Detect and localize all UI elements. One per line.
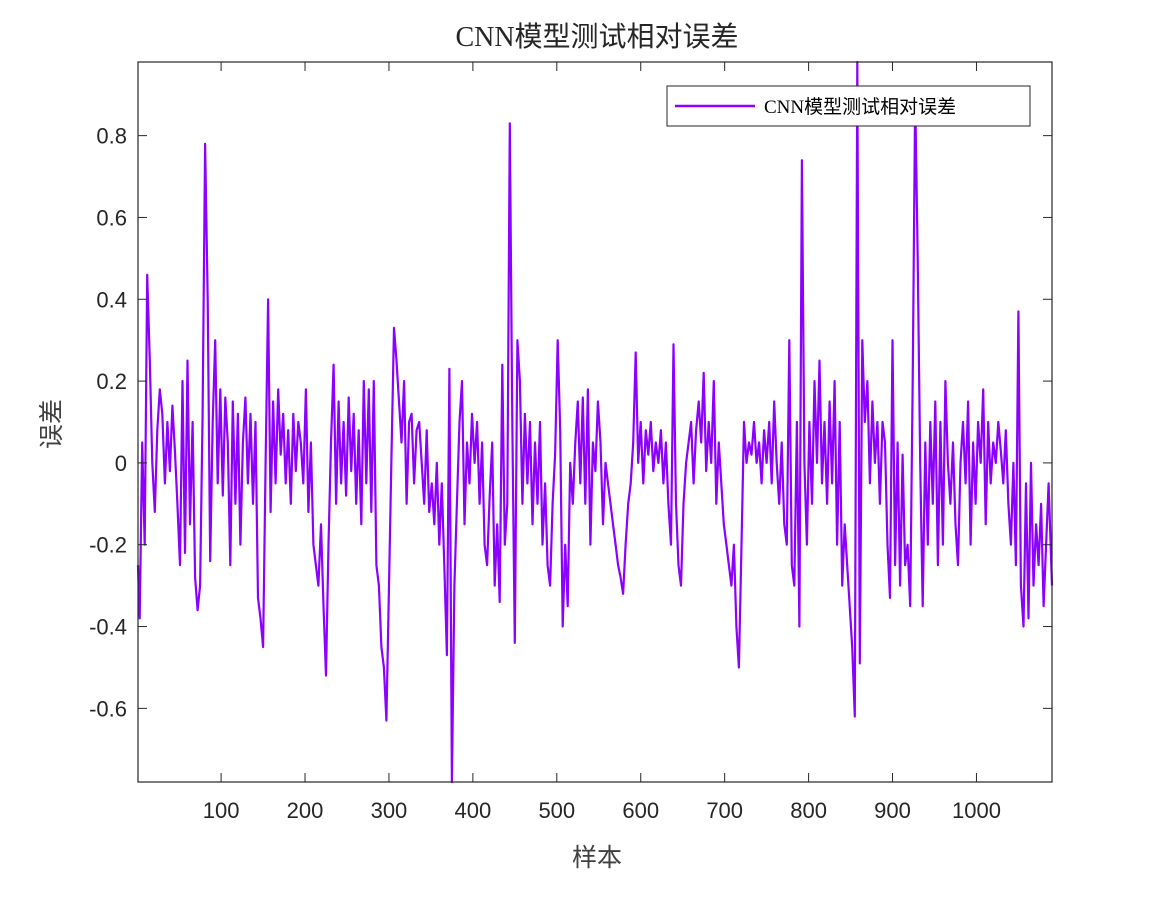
x-tick-label: 800 [790, 798, 827, 823]
y-tick-label: 0 [115, 451, 127, 476]
legend: CNN模型测试相对误差 [666, 85, 1031, 127]
y-axis: -0.6 -0.4 -0.2 0 0.2 0.4 0.6 0.8 [89, 124, 1052, 721]
y-tick-label: 0.6 [96, 205, 127, 230]
x-axis-label: 样本 [572, 843, 622, 872]
x-tick-label: 300 [371, 798, 408, 823]
plot-box [137, 61, 1053, 783]
x-tick-label: 900 [874, 798, 911, 823]
y-tick-label: -0.2 [89, 533, 127, 558]
x-tick-label: 700 [706, 798, 743, 823]
x-tick-label: 200 [287, 798, 324, 823]
series-line [136, 60, 1054, 784]
x-tick-label: 400 [455, 798, 492, 823]
y-tick-label: 0.8 [96, 124, 127, 149]
x-axis: 100 200 300 400 500 600 700 800 900 1000 [203, 62, 1001, 823]
x-tick-label: 100 [203, 798, 240, 823]
y-tick-label: 0.2 [96, 369, 127, 394]
y-tick-label: -0.4 [89, 615, 127, 640]
legend-label: CNN模型测试相对误差 [764, 96, 956, 118]
y-axis-label: 误差 [37, 399, 66, 449]
x-tick-label: 600 [622, 798, 659, 823]
x-tick-label: 1000 [952, 798, 1001, 823]
y-tick-label: 0.4 [96, 287, 127, 312]
y-tick-label: -0.6 [89, 696, 127, 721]
x-tick-label: 500 [538, 798, 575, 823]
plot-area [138, 62, 1052, 782]
chart-title: CNN模型测试相对误差 [455, 21, 738, 53]
